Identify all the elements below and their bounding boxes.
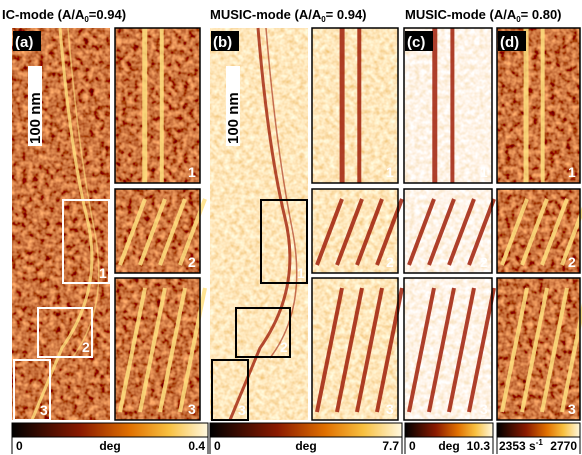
colorbar-max: 7.7	[382, 439, 399, 453]
colorbar	[497, 423, 580, 437]
panel-label: (a)	[15, 34, 33, 51]
inset-number: 2	[386, 254, 394, 270]
title-text: =0.94)	[89, 7, 126, 22]
box-number: 1	[99, 265, 107, 281]
title: MUSIC-mode (A/A0= 0.94)	[210, 7, 367, 24]
scale-label: 100 nm	[27, 92, 44, 144]
inset-image	[115, 28, 200, 183]
title-text: = 0.94)	[326, 7, 367, 22]
inset-number: 2	[568, 254, 576, 270]
inset-number: 3	[188, 401, 196, 417]
inset-number: 3	[480, 401, 488, 417]
inset-image	[497, 278, 580, 420]
inset-number: 3	[386, 401, 394, 417]
inset-number: 1	[480, 164, 488, 180]
colorbar-min: 0	[16, 439, 23, 453]
inset-image	[404, 28, 492, 183]
title-text: = 0.80)	[521, 7, 562, 22]
afm-image	[12, 28, 110, 420]
inset-number: 2	[480, 254, 488, 270]
title: MUSIC-mode (A/A0= 0.80)	[405, 7, 562, 24]
box-number: 3	[238, 402, 246, 418]
inset-image	[115, 278, 200, 420]
colorbar-min-sup: -1	[536, 438, 544, 447]
box-number: 2	[82, 339, 90, 355]
colorbar	[405, 423, 493, 437]
colorbar-min: 0	[409, 439, 416, 453]
inset-image	[312, 278, 398, 420]
inset-number: 2	[188, 254, 196, 270]
colorbar-max: 2770	[550, 439, 577, 453]
box-number: 2	[280, 339, 288, 355]
colorbar-unit: deg	[438, 439, 459, 453]
inset-image	[404, 278, 492, 420]
colorbar-max: 0.4	[188, 439, 205, 453]
title-text: MUSIC-mode (A/A	[210, 7, 322, 22]
title-text: IC-mode (A/A	[2, 7, 85, 22]
inset-number: 1	[386, 164, 394, 180]
inset-number: 1	[568, 164, 576, 180]
colorbar-unit: deg	[99, 439, 120, 453]
colorbar	[210, 423, 402, 437]
panel-label: (d)	[500, 34, 519, 51]
panel-label: (b)	[213, 34, 232, 51]
box-number: 3	[40, 402, 48, 418]
title-text: MUSIC-mode (A/A	[405, 7, 517, 22]
panel-label: (c)	[407, 34, 425, 51]
colorbar-min-text: 2353 s	[499, 439, 536, 453]
scale-label: 100 nm	[225, 92, 242, 144]
inset-image	[404, 189, 492, 273]
afm-image	[210, 28, 308, 420]
box-number: 1	[297, 265, 305, 281]
figure: IC-mode (A/A0=0.94)MUSIC-mode (A/A0= 0.9…	[0, 0, 582, 455]
colorbar-unit: deg	[295, 439, 316, 453]
inset-image	[497, 28, 580, 183]
colorbar-max: 10.3	[467, 439, 491, 453]
inset-number: 1	[188, 164, 196, 180]
inset-image	[312, 28, 398, 183]
title: IC-mode (A/A0=0.94)	[2, 7, 126, 24]
inset-number: 3	[568, 401, 576, 417]
colorbar-min: 0	[214, 439, 221, 453]
colorbar-min: 2353 s-1	[499, 438, 543, 453]
colorbar	[12, 423, 208, 437]
